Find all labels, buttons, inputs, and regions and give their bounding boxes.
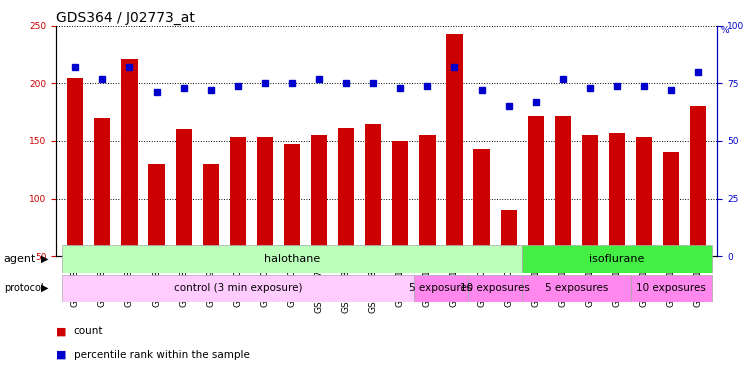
Bar: [230, 138, 246, 256]
Bar: [663, 152, 680, 256]
Bar: [414, 274, 468, 302]
Text: 10 exposures: 10 exposures: [636, 283, 706, 293]
Bar: [528, 116, 544, 256]
Bar: [176, 129, 192, 256]
Bar: [62, 274, 414, 302]
Bar: [257, 138, 273, 256]
Text: protocol: protocol: [4, 283, 44, 293]
Bar: [392, 141, 409, 256]
Bar: [522, 274, 631, 302]
Text: agent: agent: [4, 254, 36, 264]
Bar: [446, 34, 463, 256]
Bar: [67, 78, 83, 256]
Bar: [582, 135, 598, 256]
Bar: [365, 124, 382, 256]
Bar: [631, 274, 712, 302]
Bar: [500, 210, 517, 256]
Bar: [311, 135, 327, 256]
Text: 5 exposures: 5 exposures: [544, 283, 608, 293]
Text: ■: ■: [56, 350, 67, 360]
Bar: [62, 245, 522, 273]
Text: percentile rank within the sample: percentile rank within the sample: [74, 350, 249, 360]
Text: 10 exposures: 10 exposures: [460, 283, 530, 293]
Text: ■: ■: [56, 326, 67, 336]
Text: halothane: halothane: [264, 254, 320, 264]
Text: isoflurane: isoflurane: [590, 254, 644, 264]
Bar: [636, 138, 652, 256]
Bar: [149, 164, 164, 256]
Bar: [473, 149, 490, 256]
Text: %: %: [721, 26, 729, 35]
Text: 5 exposures: 5 exposures: [409, 283, 472, 293]
Bar: [122, 59, 137, 256]
Bar: [690, 106, 707, 256]
Bar: [609, 133, 625, 256]
Bar: [468, 274, 522, 302]
Bar: [338, 128, 354, 256]
Text: count: count: [74, 326, 103, 336]
Text: ▶: ▶: [41, 283, 49, 293]
Text: GDS364 / J02773_at: GDS364 / J02773_at: [56, 11, 195, 25]
Bar: [419, 135, 436, 256]
Text: ▶: ▶: [41, 254, 49, 264]
Bar: [94, 118, 110, 256]
Bar: [203, 164, 219, 256]
Bar: [284, 144, 300, 256]
Bar: [522, 245, 712, 273]
Text: control (3 min exposure): control (3 min exposure): [173, 283, 302, 293]
Bar: [555, 116, 571, 256]
